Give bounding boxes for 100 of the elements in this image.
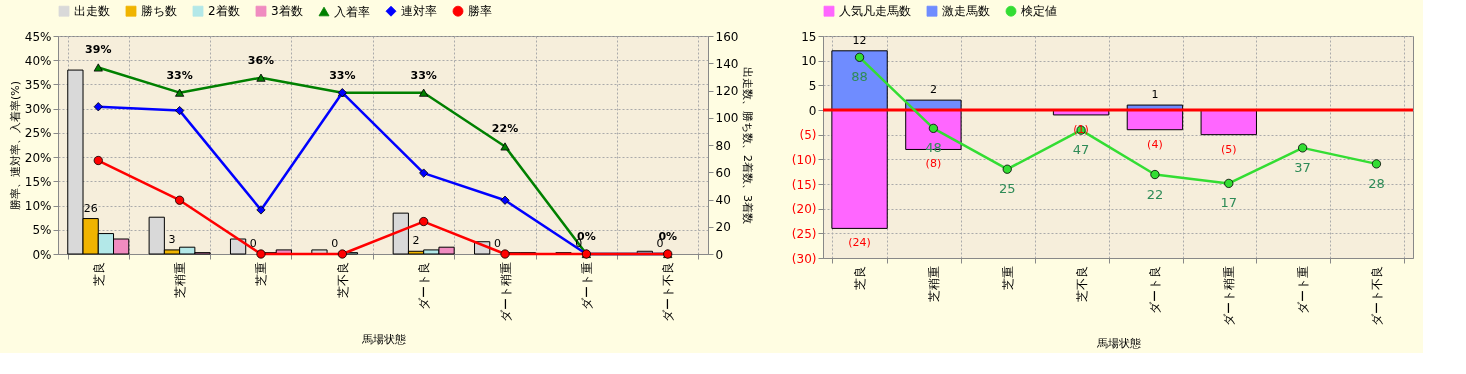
data-label: 33% (410, 68, 437, 82)
data-label: (24) (848, 236, 871, 250)
data-label: 17 (1220, 195, 1238, 211)
y-tick-label: 5 (808, 78, 817, 93)
x-tick-label: ダート重 (579, 261, 594, 310)
legend-label: 入着率 (334, 4, 370, 19)
x-tick-label: ダート重 (1296, 265, 1311, 314)
point (1150, 169, 1160, 180)
data-label: 0 (493, 237, 501, 250)
point (500, 142, 510, 151)
legend-label: 人気凡走馬数 (839, 4, 911, 19)
y2-axis-title: 出走数、勝ち数、2着数、3着数 (741, 67, 755, 224)
bar (1200, 109, 1257, 136)
point (1371, 159, 1382, 169)
x-tick-label: ダート稍重 (498, 261, 513, 322)
y2-tick-label: 120 (715, 84, 739, 98)
data-label: 22 (1146, 186, 1164, 202)
y2-tick-label: 20 (715, 220, 731, 235)
data-label: (5) (1220, 142, 1237, 156)
point (337, 249, 347, 259)
data-label: 28 (1368, 175, 1385, 191)
x-tick-label: ダート稍重 (1222, 265, 1237, 326)
x-tick-label: 芝重 (1000, 265, 1015, 290)
legend-label: 勝ち数 (141, 4, 177, 19)
y-tick-label: 15% (24, 174, 52, 189)
y-tick-label: 20% (24, 150, 52, 165)
legend-label: 2着数 (208, 4, 240, 19)
data-label: 88 (851, 69, 868, 85)
x-tick-label: 芝不良 (1074, 265, 1089, 302)
data-label: 1 (1151, 88, 1159, 102)
x-tick-label: 芝良 (853, 265, 868, 290)
point (175, 106, 185, 116)
point (1224, 178, 1234, 188)
point (928, 123, 938, 133)
point (93, 63, 103, 72)
point (256, 249, 266, 259)
data-label: 0 (249, 237, 257, 250)
y-tick-label: 35% (24, 77, 52, 92)
y-tick-label: (10) (791, 152, 817, 167)
data-label: 39% (85, 43, 112, 57)
y-tick-label: (30) (791, 251, 817, 266)
legend-label: 連対率 (401, 4, 437, 19)
x-axis-title: 馬場状態 (360, 332, 406, 346)
data-label: 37 (1294, 159, 1311, 175)
point (256, 205, 266, 215)
x-tick-label: 芝良 (91, 261, 106, 286)
legend-label: 3着数 (271, 4, 303, 19)
point (93, 102, 103, 112)
y2-tick-label: 160 (715, 29, 739, 44)
y2-tick-label: 80 (715, 138, 731, 153)
y-tick-label: 40% (24, 53, 52, 68)
y2-tick-label: 40 (715, 193, 731, 207)
y-tick-label: (20) (791, 202, 817, 217)
y2-tick-label: 60 (715, 165, 731, 180)
data-label: 33% (329, 68, 356, 82)
y-tick-label: (25) (791, 226, 817, 241)
y-tick-label: 0% (32, 247, 52, 262)
point (500, 249, 510, 259)
y-tick-label: (15) (791, 177, 817, 192)
y2-tick-label: 140 (715, 56, 739, 71)
y-tick-label: (5) (799, 128, 817, 143)
data-label: 12 (852, 33, 867, 47)
data-label: 47 (1072, 142, 1090, 158)
x-tick-label: 芝重 (254, 261, 269, 286)
point (419, 168, 429, 178)
y-tick-label: 10% (24, 199, 52, 214)
data-label: 0 (331, 237, 339, 250)
legend-label: 激走馬数 (942, 4, 990, 19)
y2-tick-label: 0 (715, 247, 724, 262)
x-tick-label: ダート不良 (661, 261, 676, 322)
bar (229, 238, 247, 255)
x-tick-label: ダート不良 (1369, 265, 1384, 326)
point (93, 155, 103, 166)
point (1002, 164, 1012, 174)
point (1298, 143, 1308, 153)
point (854, 52, 865, 62)
bar (831, 109, 888, 229)
data-label: 3 (168, 232, 176, 246)
point (175, 88, 185, 97)
legend-label: 勝率 (468, 4, 492, 19)
x-tick-label: 芝稍重 (173, 261, 188, 298)
data-label: 2 (412, 234, 420, 248)
data-label: 33% (166, 68, 193, 82)
y-tick-label: 5% (32, 223, 52, 238)
x-tick-label: 芝稍重 (926, 265, 941, 302)
x-tick-label: ダート良 (417, 261, 432, 310)
point (419, 216, 429, 227)
data-label: 2 (929, 83, 937, 97)
data-label: 36% (247, 53, 275, 67)
y-axis-title: 勝率、連対率、入着率(%) (8, 80, 22, 211)
y-tick-label: 10 (801, 54, 817, 69)
data-label: 26 (83, 201, 98, 215)
y-tick-label: 30% (24, 102, 52, 117)
x-tick-label: 芝不良 (335, 261, 350, 298)
legend-label: 検定値 (1021, 4, 1057, 19)
legend-label: 出走数 (74, 4, 110, 19)
point (500, 195, 510, 205)
data-label: (4) (1147, 137, 1163, 151)
data-label: (8) (925, 157, 942, 171)
y-tick-label: 0 (808, 103, 817, 118)
